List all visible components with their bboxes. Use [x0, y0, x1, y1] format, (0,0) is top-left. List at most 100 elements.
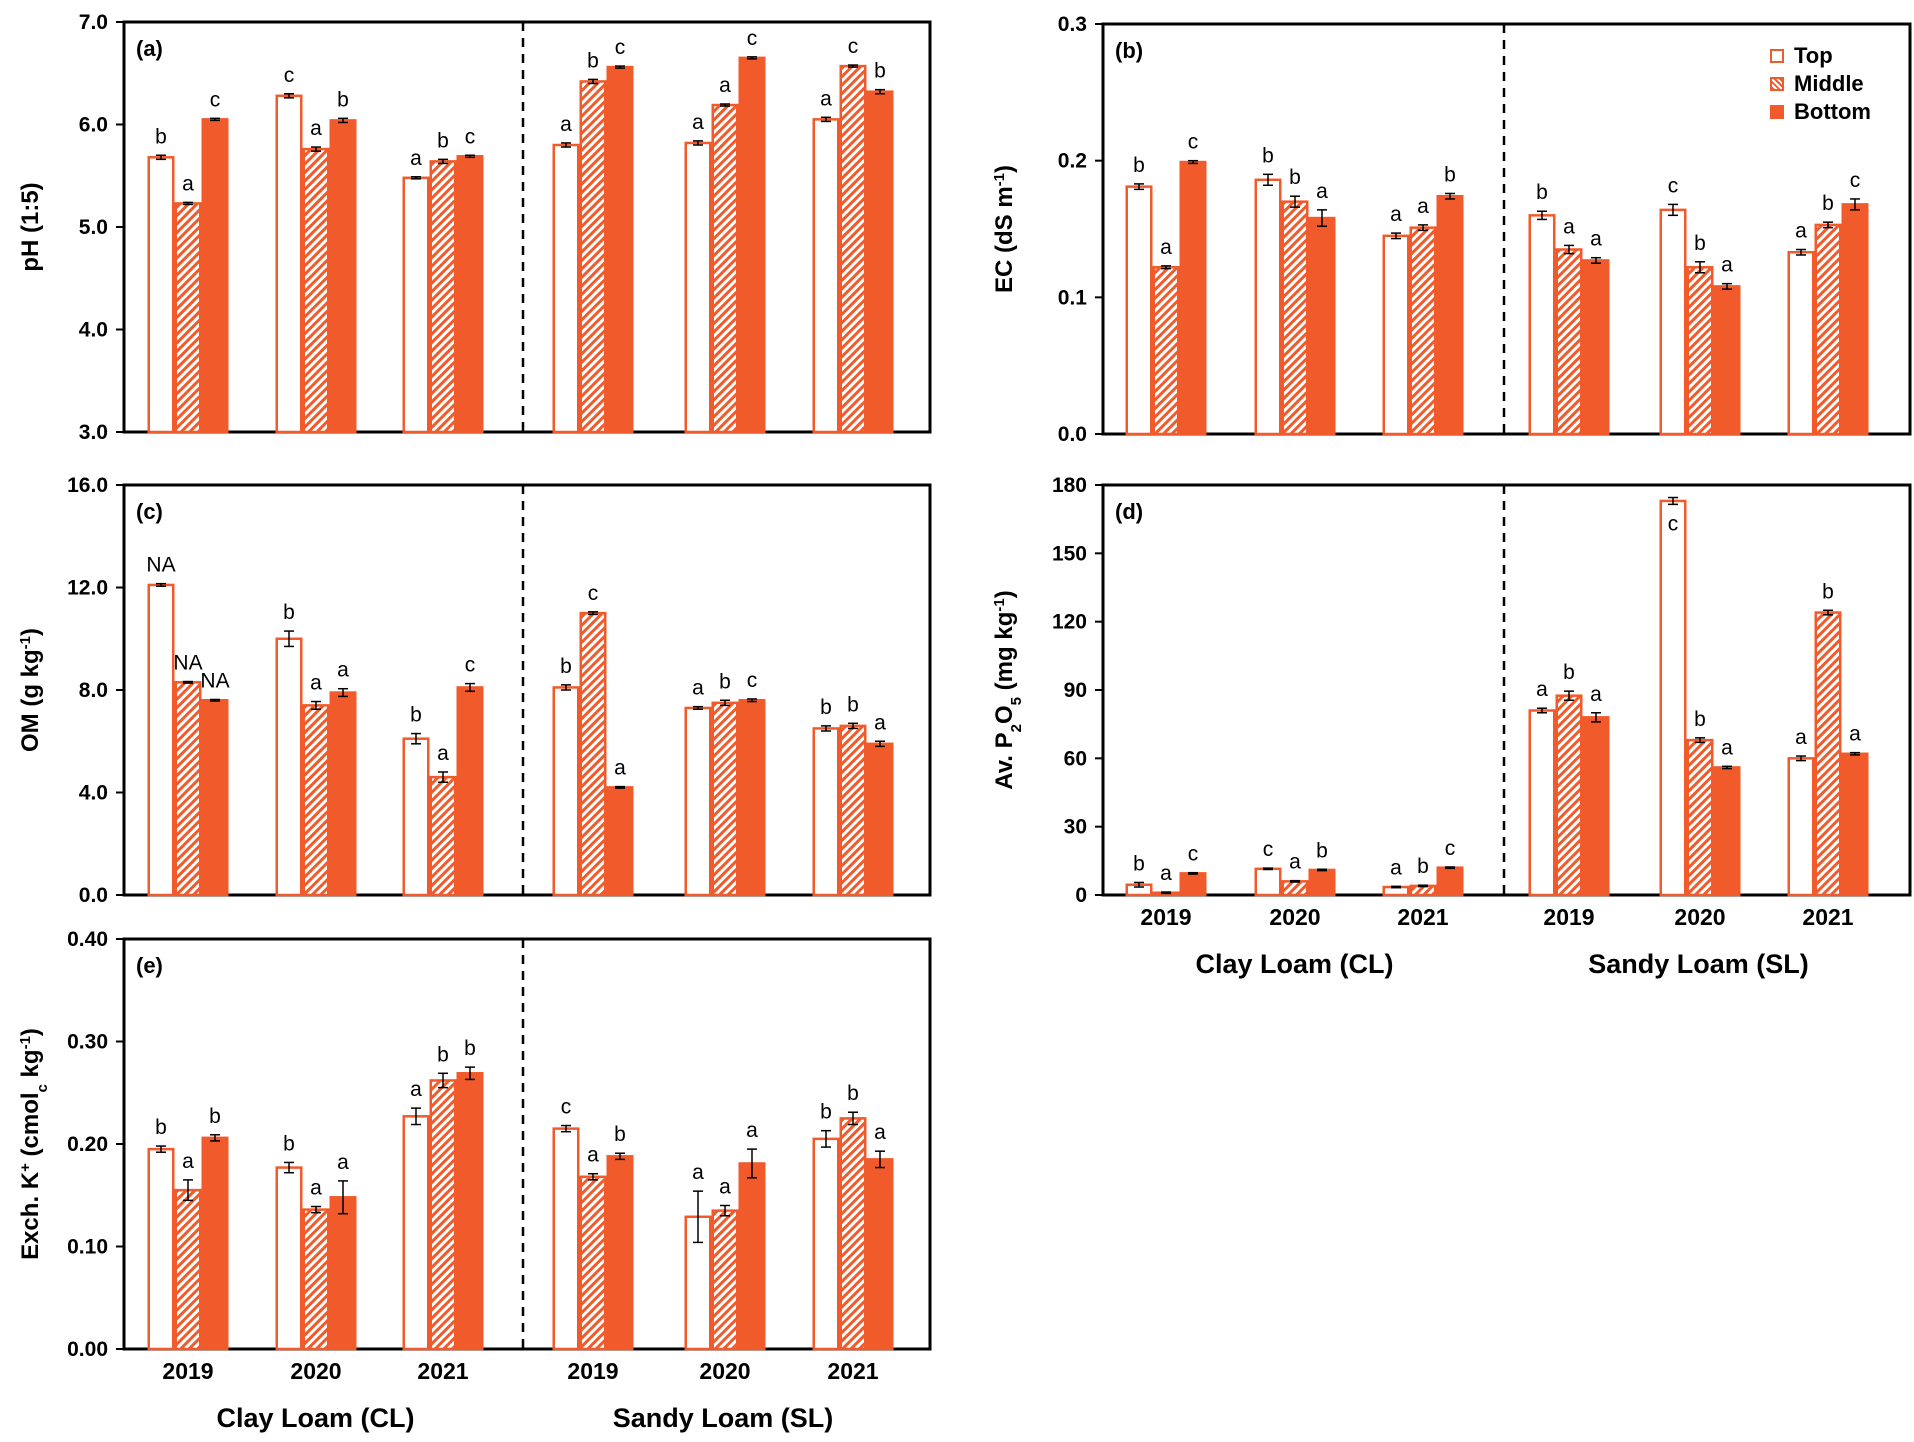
bar-top: [1125, 185, 1153, 436]
y-tick-label: 150: [1052, 542, 1087, 565]
significance-letter: b: [1822, 580, 1834, 603]
significance-letter: a: [1289, 851, 1301, 874]
significance-letter: a: [874, 711, 886, 734]
bar-middle: [711, 701, 739, 897]
significance-letter: c: [284, 64, 295, 87]
bar-middle: [579, 611, 607, 897]
legend-label-top: Top: [1794, 43, 1833, 68]
significance-letter: b: [155, 125, 167, 148]
bar-bottom: [866, 742, 894, 897]
legend-label-bottom: Bottom: [1794, 99, 1871, 124]
significance-letter: a: [1849, 723, 1861, 746]
x-tick-label: 2019: [1543, 904, 1594, 930]
bar-top: [552, 1127, 580, 1351]
significance-letter: c: [561, 1096, 572, 1119]
y-tick-label: 12.0: [67, 577, 108, 600]
bar-bottom: [738, 699, 766, 897]
legend-swatch-middle: [1770, 77, 1784, 91]
bar-bottom: [606, 1155, 634, 1351]
bar-bottom: [866, 90, 894, 434]
x-tick-label: 2020: [699, 1358, 750, 1384]
bar-top: [1787, 250, 1815, 436]
x-tick-label: 2019: [1140, 904, 1191, 930]
significance-letter: b: [1289, 166, 1301, 189]
significance-letter: a: [1160, 236, 1172, 259]
bar-bottom: [201, 1136, 229, 1351]
significance-letter: a: [1390, 203, 1402, 226]
significance-letter: b: [1133, 852, 1145, 875]
y-tick-label: 4.0: [79, 782, 108, 805]
significance-letter: a: [310, 1177, 322, 1200]
significance-letter: b: [847, 1082, 859, 1105]
significance-letter: b: [1563, 661, 1575, 684]
significance-letter: c: [1263, 838, 1274, 861]
significance-letter: a: [310, 672, 322, 695]
y-axis-title: Av. P2O5 (mg kg-1): [991, 590, 1025, 789]
significance-letter: a: [560, 113, 572, 136]
significance-letter: a: [182, 1150, 194, 1173]
bar-bottom: [456, 686, 484, 897]
bar-middle: [1409, 226, 1437, 436]
y-tick-label: 60: [1064, 747, 1087, 770]
significance-letter: a: [587, 1144, 599, 1167]
bar-middle: [839, 64, 867, 434]
y-axis-title: Exch. K+ (cmolc kg-1): [17, 1028, 51, 1260]
significance-letter: b: [614, 1123, 626, 1146]
legend-swatch-top: [1770, 49, 1784, 63]
bar-middle: [302, 147, 330, 434]
bar-bottom: [329, 1196, 357, 1351]
bar-bottom: [456, 1072, 484, 1351]
bar-bottom: [606, 786, 634, 897]
y-tick-label: 0.0: [79, 884, 108, 907]
legend-swatch-bottom: [1770, 105, 1784, 119]
bar-middle: [1281, 200, 1309, 436]
significance-letter: b: [1694, 232, 1706, 255]
significance-letter: a: [1417, 195, 1429, 218]
bar-middle: [429, 775, 457, 897]
significance-letter: a: [437, 742, 449, 765]
bar-middle: [1686, 266, 1714, 436]
x-tick-label: 2019: [162, 1358, 213, 1384]
significance-letter: b: [337, 88, 349, 111]
bar-bottom: [1713, 766, 1741, 897]
legend: Top Middle Bottom: [1770, 42, 1871, 126]
bar-bottom: [1582, 716, 1610, 897]
y-tick-label: 30: [1064, 816, 1087, 839]
significance-letter: a: [310, 117, 322, 140]
bar-middle: [711, 103, 739, 434]
bar-bottom: [1436, 194, 1464, 436]
bar-middle: [174, 202, 202, 434]
x-tick-label: 2020: [1269, 904, 1320, 930]
significance-letter: b: [410, 704, 422, 727]
bar-bottom: [456, 155, 484, 434]
significance-letter: b: [1262, 144, 1274, 167]
significance-letter: a: [1316, 180, 1328, 203]
y-tick-label: 90: [1064, 679, 1087, 702]
significance-letter: b: [1536, 181, 1548, 204]
bar-top: [1787, 757, 1815, 897]
bar-bottom: [1308, 868, 1336, 897]
bar-middle: [839, 1117, 867, 1351]
significance-letter: a: [1795, 726, 1807, 749]
significance-letter: a: [692, 1161, 704, 1184]
y-tick-label: 0.40: [67, 928, 108, 951]
y-tick-label: 0.20: [67, 1133, 108, 1156]
y-tick-label: 0.30: [67, 1031, 108, 1054]
bar-top: [1659, 208, 1687, 436]
plot-frame: [122, 20, 932, 434]
bar-bottom: [738, 56, 766, 434]
bar-bottom: [1713, 285, 1741, 436]
bar-middle: [302, 1208, 330, 1351]
bar-top: [1382, 234, 1410, 436]
significance-letter: a: [1390, 856, 1402, 879]
bar-top: [147, 1147, 175, 1351]
significance-letter: c: [1445, 837, 1456, 860]
significance-letter: a: [692, 111, 704, 134]
bar-bottom: [1841, 203, 1869, 436]
bar-top: [812, 727, 840, 897]
bar-middle: [302, 704, 330, 897]
y-axis-title: OM (g kg-1): [17, 628, 45, 752]
bar-top: [147, 156, 175, 434]
